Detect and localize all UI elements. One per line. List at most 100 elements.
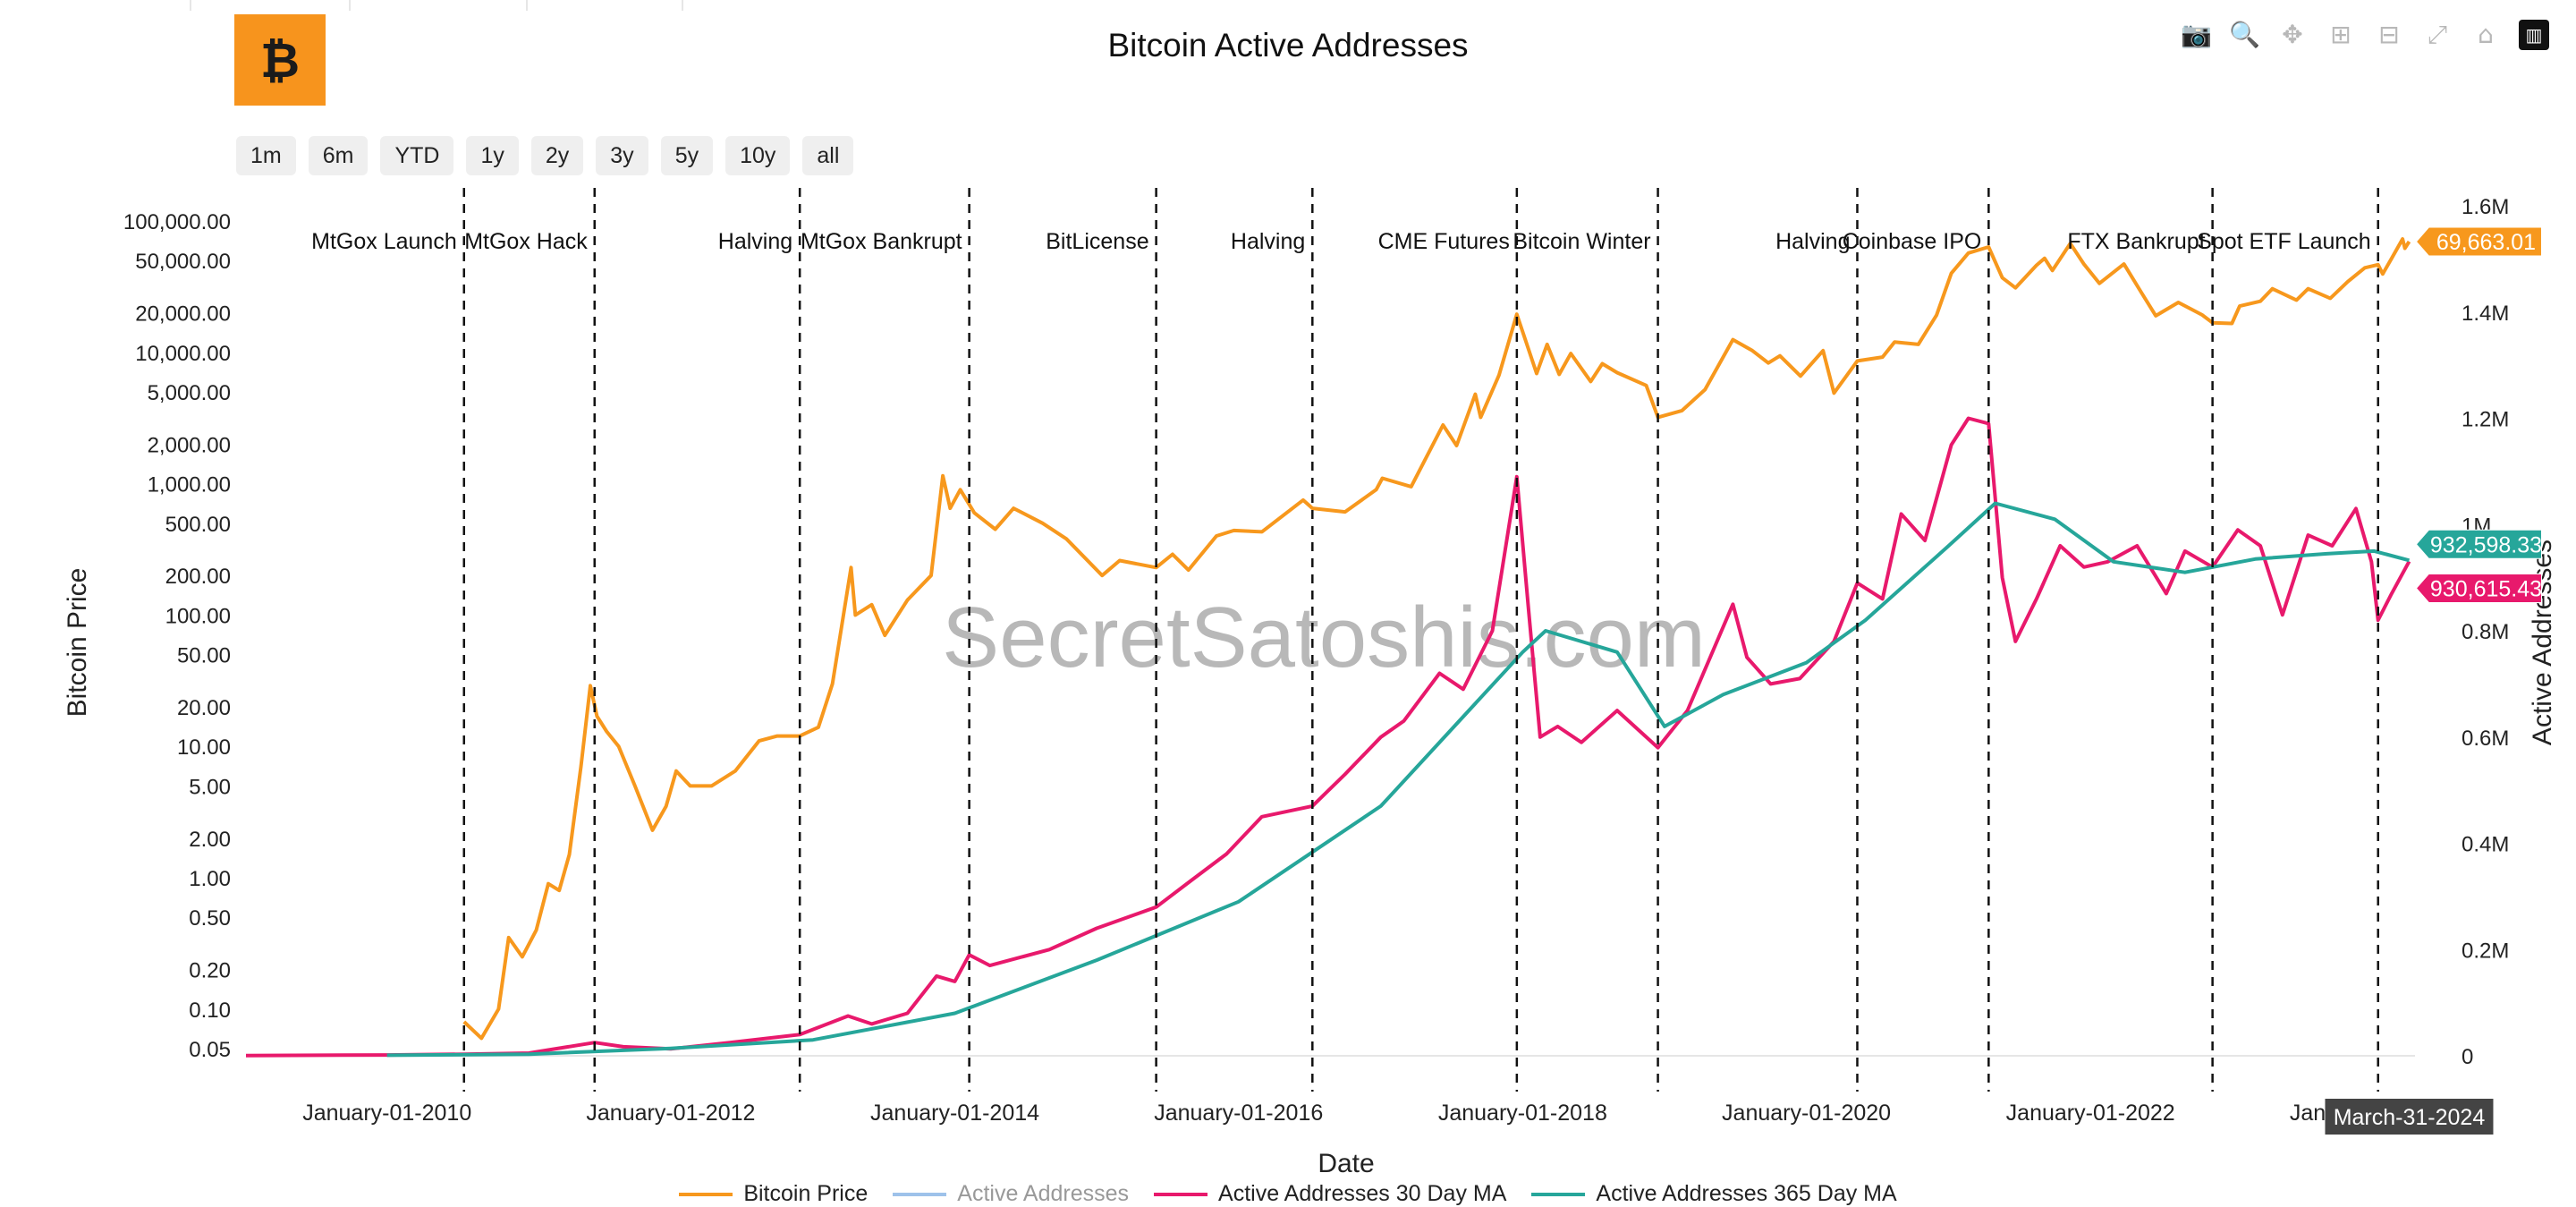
y-left-tick-label: 2.00: [189, 828, 231, 852]
reset-axes-icon[interactable]: ⌂: [2478, 20, 2494, 49]
x-tick-label: January-01-2014: [870, 1101, 1039, 1126]
y-right-tick-label: 0.6M: [2462, 727, 2509, 751]
y-left-tick-label: 100.00: [165, 604, 231, 628]
x-tick-label: January-01-2018: [1438, 1101, 1607, 1126]
y-left-tick-label: 0.05: [189, 1038, 231, 1062]
event-label: MtGox Bankrupt: [801, 229, 962, 254]
range-selector: 1m 6m YTD 1y 2y 3y 5y 10y all: [236, 136, 854, 175]
legend-item[interactable]: Bitcoin Price: [679, 1181, 868, 1207]
y-left-tick-label: 0.50: [189, 906, 231, 931]
event-label: CME Futures: [1378, 229, 1510, 254]
hover-ma365-label-bg: [2415, 529, 2542, 559]
event-label: Halving: [1775, 229, 1850, 254]
chart-legend: Bitcoin Price Active Addresses Active Addr…: [0, 1181, 2576, 1207]
range-button-6m[interactable]: 6m: [308, 136, 369, 175]
range-button-3y[interactable]: 3y: [596, 136, 648, 175]
y-left-tick-label: 50.00: [177, 644, 231, 668]
zoom-in-icon[interactable]: ⊞: [2330, 20, 2351, 49]
tab-divider: [526, 0, 528, 11]
bitcoin-logo-icon: ₿: [234, 14, 326, 106]
hover-price-label-bg: [2415, 226, 2542, 257]
legend-label: Bitcoin Price: [743, 1181, 869, 1206]
bitcoin-price-line: [462, 237, 2411, 1041]
chart-modebar: 📷 🔍 ✥ ⊞ ⊟ ⤢ ⌂ ▥: [2181, 20, 2549, 50]
legend-item[interactable]: Active Addresses 30 Day MA: [1154, 1181, 1506, 1207]
legend-label: Active Addresses 30 Day MA: [1218, 1181, 1507, 1206]
y-left-tick-label: 0.20: [189, 959, 231, 983]
range-button-1m[interactable]: 1m: [236, 136, 296, 175]
legend-swatch: [679, 1192, 733, 1196]
range-button-all[interactable]: all: [802, 136, 854, 175]
legend-item[interactable]: Active Addresses: [893, 1181, 1129, 1207]
y-left-tick-label: 20.00: [177, 696, 231, 720]
y-right-tick-label: 0: [2462, 1045, 2473, 1069]
y-left-tick-label: 5,000.00: [148, 381, 231, 405]
y-right-tick-label: 0.2M: [2462, 939, 2509, 963]
y-left-tick-label: 2,000.00: [148, 433, 231, 457]
y-left-tick-label: 5.00: [189, 775, 231, 799]
hover-ma30-label: 930,615.43: [2430, 576, 2542, 601]
x-tick-label: January-01-2012: [586, 1101, 755, 1126]
y-left-tick-label: 10,000.00: [135, 342, 231, 366]
range-button-ytd[interactable]: YTD: [380, 136, 454, 175]
bitcoin-logo-glyph: ₿: [259, 31, 300, 89]
x-tick-label: January-01-2010: [302, 1101, 471, 1126]
event-label: FTX Bankrupt: [2067, 229, 2205, 254]
active-addresses-30-day-ma-line: [245, 416, 2411, 1058]
range-button-5y[interactable]: 5y: [660, 136, 714, 175]
y-right-tick-label: 0.8M: [2462, 620, 2509, 644]
chart-title: Bitcoin Active Addresses: [1107, 27, 1469, 64]
y-right-tick-label: 1.6M: [2462, 195, 2509, 219]
range-button-10y[interactable]: 10y: [725, 136, 791, 175]
legend-swatch: [1531, 1192, 1586, 1196]
event-label: MtGox Hack: [464, 229, 588, 254]
event-label: BitLicense: [1046, 229, 1148, 254]
range-button-1y[interactable]: 1y: [466, 136, 519, 175]
top-tab-strip: [0, 0, 716, 11]
x-tick-label: January-01-2020: [1722, 1101, 1891, 1126]
event-label: Spot ETF Launch: [2197, 229, 2371, 254]
range-button-2y[interactable]: 2y: [530, 136, 584, 175]
hover-date-label: March-31-2024: [2334, 1105, 2486, 1130]
hover-ma30-label-bg: [2415, 573, 2542, 603]
y-left-tick-label: 1.00: [189, 867, 231, 891]
y-left-tick-label: 10.00: [177, 735, 231, 760]
pan-icon[interactable]: ✥: [2282, 20, 2303, 49]
y-left-tick-label: 500.00: [165, 513, 231, 537]
autoscale-icon[interactable]: ⤢: [2427, 20, 2448, 49]
legend-swatch: [1154, 1192, 1208, 1196]
x-axis-title: Date: [1318, 1149, 1374, 1178]
y-right-tick-label: 1.2M: [2462, 408, 2509, 432]
hover-ma365-label: 932,598.33: [2430, 532, 2542, 557]
y-right-axis-title: Active Addresses: [2528, 540, 2557, 745]
plotly-logo-icon[interactable]: ▥: [2519, 20, 2549, 50]
event-label: Halving: [1231, 229, 1305, 254]
y-left-axis-title: Bitcoin Price: [63, 568, 92, 718]
y-right-tick-label: 0.4M: [2462, 833, 2509, 857]
y-left-tick-label: 100,000.00: [123, 210, 231, 234]
legend-swatch: [893, 1192, 947, 1196]
event-label: Halving: [718, 229, 792, 254]
y-left-tick-label: 200.00: [165, 565, 231, 589]
tab-divider: [349, 0, 351, 11]
zoom-icon[interactable]: 🔍: [2229, 20, 2260, 49]
watermark-text: SecretSatoshis.com: [942, 590, 1706, 685]
legend-label: Active Addresses 365 Day MA: [1596, 1181, 1897, 1206]
x-tick-label: January-01-2016: [1154, 1101, 1323, 1126]
event-label: MtGox Launch: [311, 229, 457, 254]
tab-divider: [190, 0, 191, 11]
zoom-out-icon[interactable]: ⊟: [2378, 20, 2400, 49]
y-left-tick-label: 0.10: [189, 999, 231, 1023]
camera-icon[interactable]: 📷: [2181, 20, 2212, 49]
legend-item[interactable]: Active Addresses 365 Day MA: [1531, 1181, 1897, 1207]
y-left-tick-label: 20,000.00: [135, 302, 231, 327]
event-label: Bitcoin Winter: [1513, 229, 1650, 254]
y-right-tick-label: 1.4M: [2462, 302, 2509, 326]
tab-divider: [682, 0, 683, 11]
x-tick-label: January-01-2022: [2006, 1101, 2175, 1126]
y-left-tick-label: 50,000.00: [135, 250, 231, 274]
hover-price-label: 69,663.01: [2436, 230, 2536, 255]
legend-label: Active Addresses: [957, 1181, 1130, 1206]
hover-date-bg: [2325, 1099, 2494, 1135]
